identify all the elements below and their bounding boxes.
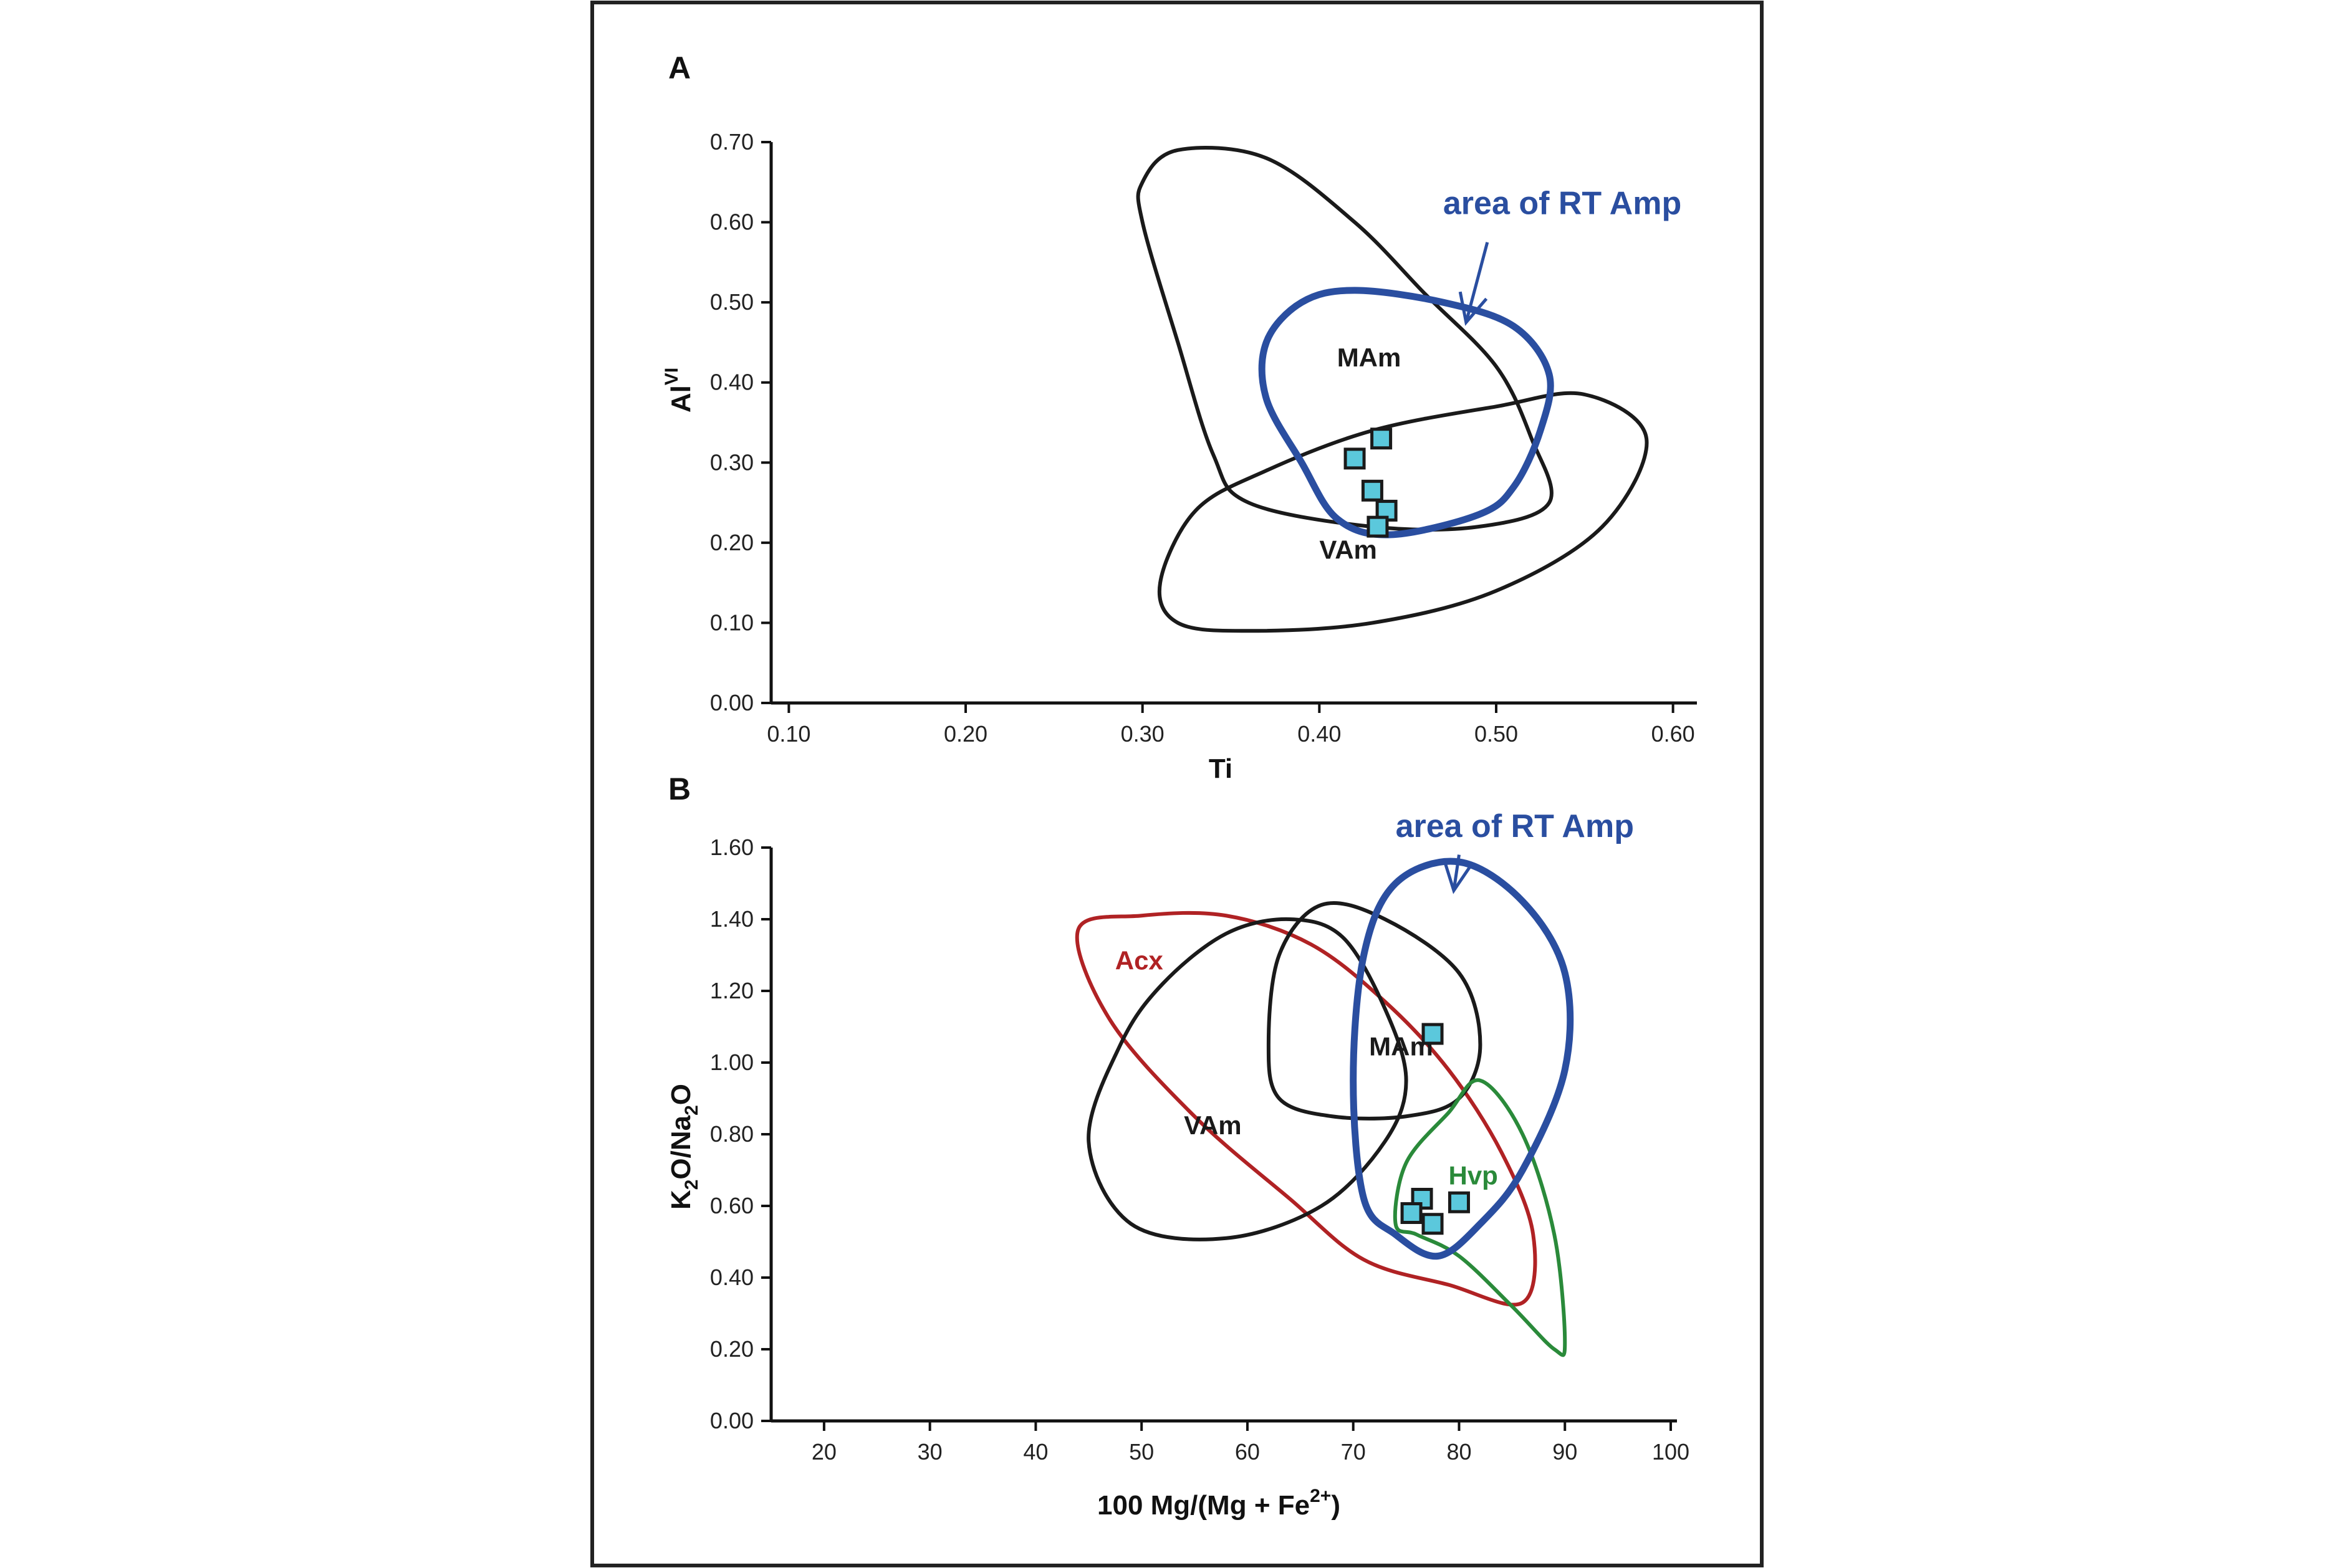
y-tick-label: 0.10 [710, 610, 754, 635]
panel-a-regions: MAm VAm [1136, 146, 1649, 633]
data-point [1421, 1213, 1444, 1235]
region-outline-hvp [1393, 1078, 1567, 1357]
region-label-vam: VAm [1319, 535, 1377, 565]
region-outline-acx [1075, 911, 1537, 1307]
annotation-area-of-rt-amp: area of RT Amp [1443, 186, 1681, 222]
annotation-arrow-shaft [1452, 854, 1461, 891]
x-tick-label: 0.60 [1651, 721, 1695, 747]
data-point [1370, 428, 1393, 450]
region-label-hvp: Hvp [1448, 1161, 1497, 1190]
panel-a-letter: A [668, 50, 691, 85]
region-outline-vam [1087, 917, 1408, 1241]
y-tick-label: 1.60 [710, 834, 754, 860]
data-point [1367, 515, 1389, 538]
x-tick-label: 0.20 [944, 721, 987, 747]
x-tick-label: 70 [1341, 1439, 1366, 1465]
panel-a-annotation: area of RT Amp [1443, 186, 1681, 326]
panel-a: A 0.000.100.200.300.400.500.600.700.10 0.… [661, 50, 1697, 784]
panel-a-x-axis-title: Ti [1209, 753, 1232, 784]
y-tick-label: 1.20 [710, 978, 754, 1003]
x-tick-label: 0.30 [1121, 721, 1165, 747]
y-tick-label: 0.00 [710, 1408, 754, 1433]
y-tick-label: 0.00 [710, 690, 754, 715]
x-tick-label: 90 [1552, 1439, 1577, 1465]
x-tick-label: 40 [1023, 1439, 1048, 1465]
annotation-arrow-head [1458, 291, 1488, 326]
y-tick-label: 0.50 [710, 289, 754, 315]
region-outline-rt-amp [1258, 287, 1554, 538]
x-tick-label: 30 [918, 1439, 943, 1465]
annotation-arrow-head [1443, 860, 1473, 894]
y-tick-label: 1.40 [710, 906, 754, 932]
x-tick-label: 80 [1446, 1439, 1471, 1465]
y-tick-label: 0.70 [710, 129, 754, 155]
y-tick-label: 0.30 [710, 449, 754, 475]
data-point [1400, 1202, 1423, 1224]
figure-border [590, 1, 1764, 1567]
panel-b: B 0.00 0.20 0.40 0.60 0.80 1.00 1.20 1.40 1.60 20… [666, 772, 1689, 1521]
panel-a-axes: 0.00 0.10 0.20 0.30 0.40 0.50 0.60 0.70 0.10 0.20… [710, 129, 1697, 747]
panel-a-y-axis-title: AlVI [661, 368, 696, 413]
data-point [1448, 1191, 1470, 1213]
panel-a-y-axis-sup: VI [661, 368, 682, 385]
region-outline-mam [1266, 901, 1482, 1121]
data-point [1343, 447, 1366, 470]
x-tick-label: 60 [1235, 1439, 1260, 1465]
panel-b-axes: 0.00 0.20 0.40 0.60 0.80 1.00 1.20 1.40 1.60 20 30… [710, 834, 1689, 1465]
y-tick-label: 0.40 [710, 370, 754, 395]
y-tick-label: 0.40 [710, 1264, 754, 1290]
region-label-acx: Acx [1115, 946, 1164, 975]
x-tick-label: 0.50 [1474, 721, 1518, 747]
x-tick-label: 0.40 [1297, 721, 1341, 747]
panel-b-points [1400, 1023, 1470, 1235]
panel-a-y-axis-base: Al [666, 385, 696, 413]
x-tick-label: 0.10 [767, 721, 810, 747]
annotation-area-of-rt-amp: area of RT Amp [1396, 808, 1634, 844]
region-label-vam: VAm [1184, 1111, 1242, 1140]
y-tick-label: 0.60 [710, 209, 754, 235]
panel-b-letter: B [668, 772, 691, 806]
x-tick-label: 100 [1652, 1439, 1689, 1465]
data-point [1421, 1023, 1444, 1045]
region-label-mam: MAm [1337, 343, 1401, 372]
y-tick-label: 0.80 [710, 1121, 754, 1147]
panel-b-y-axis-title: K2O/Na2O [666, 1084, 702, 1210]
y-tick-label: 0.60 [710, 1193, 754, 1218]
y-tick-label: 0.20 [710, 1336, 754, 1362]
x-tick-label: 50 [1129, 1439, 1154, 1465]
y-tick-label: 1.00 [710, 1049, 754, 1075]
y-tick-label: 0.20 [710, 530, 754, 555]
panel-b-annotation: area of RT Amp [1396, 808, 1634, 894]
x-tick-label: 20 [812, 1439, 837, 1465]
panel-a-points [1343, 428, 1398, 538]
annotation-arrow-shaft [1464, 242, 1489, 323]
region-outline-vam [1157, 391, 1649, 633]
region-outline-mam [1136, 146, 1554, 532]
panel-b-x-axis-title: 100 Mg/(Mg + Fe2+) [1097, 1486, 1340, 1521]
data-point [1361, 479, 1383, 502]
